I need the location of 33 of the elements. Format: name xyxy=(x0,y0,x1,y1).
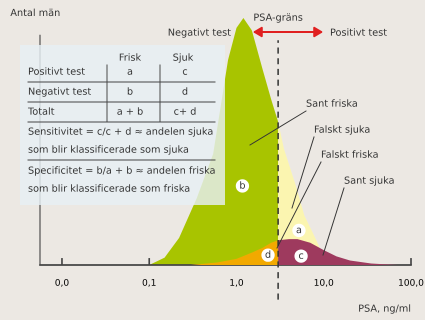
annotation: b xyxy=(240,181,245,189)
annotation: Positivt test xyxy=(330,28,387,36)
annotation: Positivt test xyxy=(28,67,85,75)
annotation: c xyxy=(298,253,304,259)
x-axis-title: PSA, ng/ml xyxy=(359,304,410,314)
x-tick-label: 10,0 xyxy=(314,279,334,287)
annotation: b xyxy=(128,87,133,95)
annotation: Totalt xyxy=(28,107,54,115)
annotation: som blir klassificerade som friska xyxy=(28,184,190,192)
annotation: Specificitet = b/a + b ≈ andelen friska xyxy=(28,166,215,176)
annotation: a xyxy=(296,228,302,234)
annotation: Sjuk xyxy=(173,53,194,63)
annotation: Sensitivitet = c/c + d ≈ andelen sjuka xyxy=(28,127,212,137)
annotation: Frisk xyxy=(120,53,142,61)
annotation: c+ d xyxy=(174,107,196,115)
annotation: Falskt sjuka xyxy=(314,125,370,135)
annotation: Negativt test xyxy=(28,87,91,97)
x-tick-label: 0,1 xyxy=(142,279,156,287)
annotation: a + b xyxy=(117,107,143,115)
annotation: d xyxy=(266,250,270,258)
x-tick-label: 100,0 xyxy=(399,279,424,287)
ref-line-label: PSA-gräns xyxy=(254,13,302,23)
annotation: c xyxy=(182,69,188,75)
annotation: som blir klassificerade som sjuka xyxy=(28,145,188,155)
x-tick-label: 1,0 xyxy=(230,279,244,287)
annotation: a xyxy=(128,69,132,75)
x-tick-label: 0,0 xyxy=(55,279,69,287)
annotation: Sant sjuka xyxy=(344,176,394,186)
annotation: d xyxy=(182,87,188,95)
y-axis-title: Antal män xyxy=(10,8,60,16)
annotation: Falskt friska xyxy=(322,150,378,158)
annotation: Sant friska xyxy=(306,99,357,107)
annotation: Negativt test xyxy=(168,28,231,38)
